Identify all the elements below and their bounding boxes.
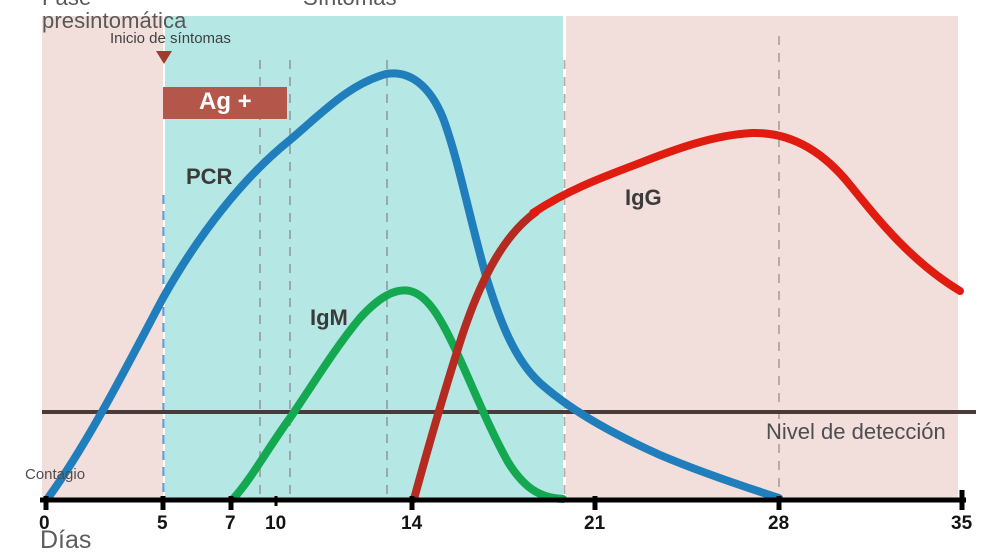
- curve-pcr: [44, 69, 783, 502]
- band-presymptomatic: [42, 16, 163, 500]
- antigen-positive-box: [163, 87, 287, 119]
- detection-level-label: Nivel de detección: [766, 419, 946, 444]
- curve-label-igg: IgG: [625, 185, 662, 210]
- xtick-label-21: 21: [584, 513, 606, 534]
- curve-igg-upper: [529, 128, 964, 295]
- phase-symptoms-label: Síntomas: [303, 0, 397, 9]
- curve-label-pcr: PCR: [186, 164, 233, 189]
- antigen-positive-label: Ag +: [199, 88, 252, 115]
- x-axis-title: Días: [40, 526, 92, 554]
- phase-presymptomatic-label: Fase presintomática: [42, 0, 186, 32]
- band-postsymptomatic: [566, 16, 958, 500]
- phase-label-line1: Fase: [42, 0, 186, 9]
- xtick-label-5: 5: [157, 513, 168, 534]
- onset-marker-icon: [156, 51, 172, 64]
- curve-label-igm: IgM: [310, 305, 348, 330]
- curve-igm: [229, 286, 567, 503]
- xtick-label-35: 35: [951, 513, 973, 534]
- xtick-label-10: 10: [265, 513, 287, 534]
- xtick-label-0: 0: [39, 513, 50, 534]
- xtick-label-7: 7: [225, 513, 236, 534]
- phase-label-line2: presintomática: [42, 8, 187, 34]
- xtick-label-14: 14: [401, 513, 423, 534]
- onset-of-symptoms-label: Inicio de síntomas: [110, 30, 231, 47]
- curve-igg-lower: [410, 208, 540, 503]
- contagion-label: Contagio: [25, 466, 86, 483]
- xtick-label-28: 28: [768, 513, 790, 534]
